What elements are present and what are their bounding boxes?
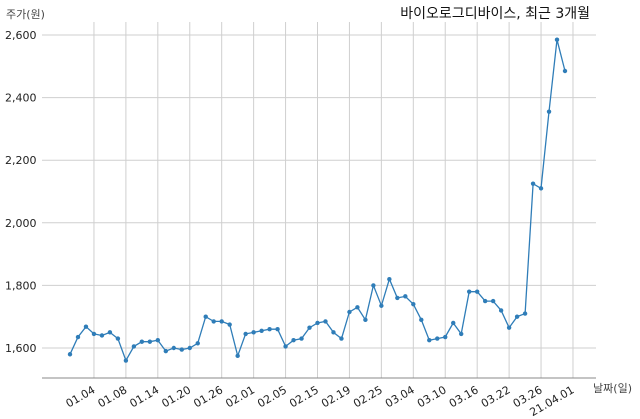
data-point xyxy=(427,337,432,343)
y-tick-label: 1,800 xyxy=(5,279,37,292)
y-tick-label: 2,000 xyxy=(5,217,37,230)
data-point xyxy=(363,317,368,323)
data-point xyxy=(339,336,344,341)
y-tick-label: 2,600 xyxy=(5,29,37,42)
data-point xyxy=(171,345,176,351)
data-point xyxy=(474,289,480,294)
data-point xyxy=(522,311,528,316)
data-point xyxy=(83,324,89,329)
data-point xyxy=(107,330,113,335)
data-point xyxy=(562,68,568,74)
data-point xyxy=(203,314,208,319)
data-point xyxy=(155,337,161,343)
data-point xyxy=(219,319,224,324)
data-point xyxy=(323,319,328,324)
price-series xyxy=(67,37,568,363)
y-tick-labels: 1,600 1,800 2,000 2,200 2,400 2,600 xyxy=(5,29,37,355)
data-point xyxy=(355,305,360,310)
data-point xyxy=(379,303,384,308)
data-point xyxy=(179,347,184,352)
data-point xyxy=(411,301,416,307)
data-point xyxy=(243,331,248,337)
x-tick-label: 02.19 xyxy=(319,383,353,410)
data-point xyxy=(211,319,216,324)
data-point xyxy=(131,344,137,349)
data-point xyxy=(371,283,376,288)
data-point xyxy=(443,334,448,340)
data-point xyxy=(139,339,145,344)
data-point xyxy=(459,331,464,337)
data-point xyxy=(67,352,73,357)
x-tick-label: 03.10 xyxy=(415,383,449,410)
data-point xyxy=(347,309,352,315)
x-tick-label: 01.14 xyxy=(128,383,162,410)
x-tick-label: 02.15 xyxy=(287,383,321,410)
data-point xyxy=(435,336,440,341)
data-point xyxy=(259,328,264,333)
data-point xyxy=(115,336,121,341)
x-tick-label: 01.20 xyxy=(159,383,193,410)
x-tick-label: 03.22 xyxy=(479,383,513,410)
data-point xyxy=(291,337,296,343)
data-point xyxy=(163,348,169,354)
data-point xyxy=(506,325,512,330)
data-point xyxy=(123,358,129,363)
x-tick-label: 01.04 xyxy=(64,383,98,410)
data-point xyxy=(187,345,192,351)
y-tick-label: 2,200 xyxy=(5,154,37,167)
x-tick-label: 01.08 xyxy=(96,383,130,410)
y-tick-label: 2,400 xyxy=(5,92,37,105)
grid xyxy=(42,22,596,378)
data-point xyxy=(395,295,400,301)
data-point xyxy=(482,298,488,304)
data-point xyxy=(235,353,240,359)
data-point xyxy=(227,322,232,327)
data-point xyxy=(91,331,97,337)
data-point xyxy=(275,327,280,332)
data-point xyxy=(530,181,536,186)
x-tick-label: 01.26 xyxy=(191,383,225,410)
x-tick-label: 03.04 xyxy=(383,383,417,410)
data-point xyxy=(307,325,312,330)
x-axis-label: 날짜(일) xyxy=(593,381,632,395)
x-tick-label: 02.25 xyxy=(351,383,385,410)
data-point xyxy=(251,330,256,335)
data-point xyxy=(498,308,504,313)
data-point xyxy=(195,341,200,346)
data-point xyxy=(451,320,456,326)
data-point xyxy=(75,334,81,340)
x-tick-labels: 01.0401.0801.1401.2001.2602.0102.0502.15… xyxy=(64,383,577,419)
data-point xyxy=(331,330,336,335)
data-point xyxy=(283,344,288,349)
data-point xyxy=(299,336,304,341)
data-point xyxy=(466,289,472,294)
data-point xyxy=(546,109,552,114)
data-point xyxy=(387,276,392,282)
y-axis-label: 주가(원) xyxy=(6,8,45,21)
data-point xyxy=(490,298,496,304)
data-point xyxy=(554,37,560,42)
data-point xyxy=(403,294,408,299)
data-point xyxy=(99,333,105,338)
data-point xyxy=(538,186,544,191)
x-tick-label: 02.05 xyxy=(255,383,289,410)
x-tick-label: 03.16 xyxy=(447,383,481,410)
y-tick-label: 1,600 xyxy=(5,342,37,355)
data-point xyxy=(419,317,424,323)
data-point xyxy=(147,339,153,344)
x-tick-label: 02.01 xyxy=(223,383,257,410)
data-point xyxy=(514,314,520,319)
chart-title: 바이오로그디바이스, 최근 3개월 xyxy=(400,6,590,22)
data-point xyxy=(267,327,272,332)
data-point xyxy=(315,320,320,326)
